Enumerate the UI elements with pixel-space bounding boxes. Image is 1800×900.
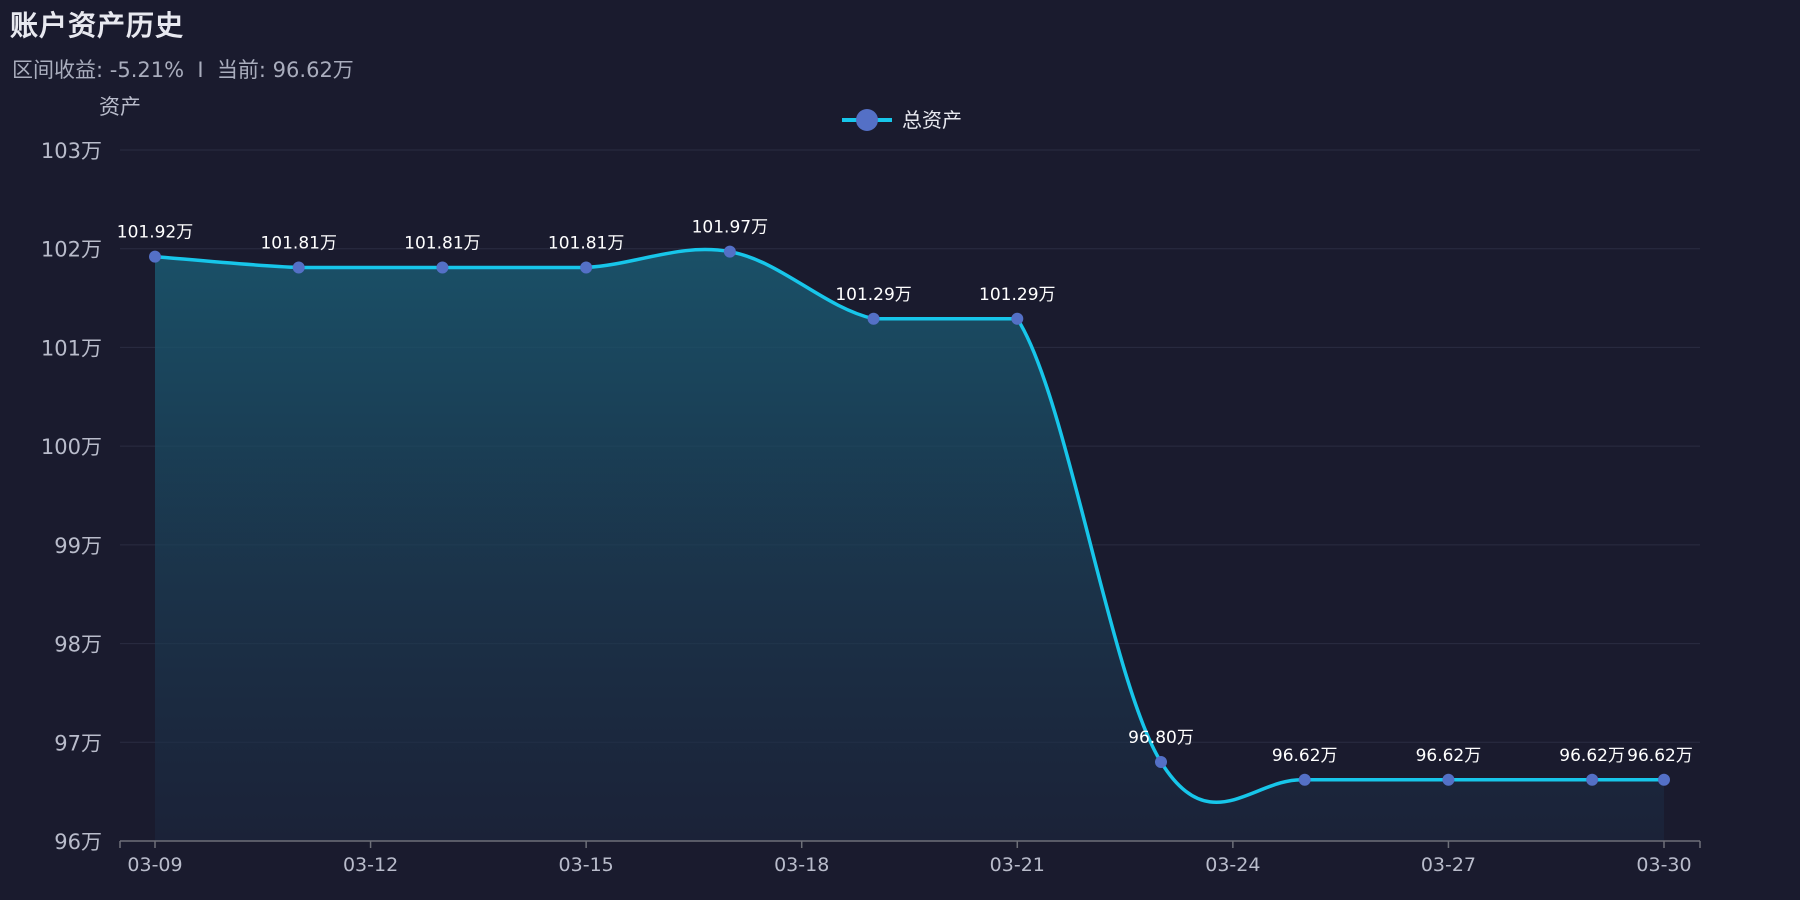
data-points	[149, 245, 1670, 786]
data-point[interactable]	[436, 261, 449, 274]
y-axis-label: 资产	[99, 95, 141, 119]
data-point[interactable]	[1658, 773, 1670, 786]
data-label: 101.92万	[117, 223, 193, 243]
legend[interactable]: 总资产	[842, 108, 962, 132]
series-area	[155, 249, 1664, 841]
x-tick-label: 03-18	[774, 854, 829, 876]
data-point[interactable]	[723, 245, 736, 258]
data-point[interactable]	[1298, 773, 1311, 786]
page-title: 账户资产历史	[10, 9, 185, 42]
data-label: 101.81万	[548, 233, 624, 253]
x-tick-label: 03-15	[559, 854, 614, 876]
y-tick-label: 97万	[54, 731, 102, 755]
data-point[interactable]	[1586, 773, 1599, 786]
x-tick-label: 03-21	[990, 854, 1045, 876]
area-fill	[155, 249, 1664, 841]
x-tick-label: 03-27	[1421, 854, 1476, 876]
page-subtitle: 区间收益: -5.21% I 当前: 96.62万	[12, 58, 354, 82]
data-point[interactable]	[1442, 773, 1455, 786]
legend-marker-icon	[856, 109, 878, 131]
data-label: 96.62万	[1559, 746, 1625, 766]
data-point[interactable]	[149, 250, 161, 263]
x-tick-label: 03-24	[1205, 854, 1260, 876]
y-tick-label: 101万	[41, 336, 102, 360]
data-labels: 101.92万 101.81万 101.81万 101.81万 101.97万 101.2…	[117, 218, 1693, 766]
x-tick-label: 03-30	[1636, 854, 1691, 876]
data-label: 101.29万	[835, 285, 911, 305]
x-tick-label: 03-12	[343, 854, 398, 876]
data-point[interactable]	[1011, 312, 1024, 325]
data-label: 101.29万	[979, 285, 1055, 305]
y-tick-label: 100万	[41, 435, 102, 459]
data-label: 96.62万	[1416, 746, 1482, 766]
data-point[interactable]	[1155, 756, 1167, 769]
data-point[interactable]	[292, 261, 305, 274]
x-tick-label: 03-09	[127, 854, 182, 876]
legend-label[interactable]: 总资产	[902, 108, 962, 132]
y-tick-label: 96万	[54, 830, 102, 854]
y-tick-label: 103万	[41, 139, 102, 163]
data-label: 101.81万	[404, 233, 480, 253]
data-label: 101.97万	[692, 218, 768, 238]
data-point[interactable]	[580, 261, 593, 274]
y-tick-label: 99万	[54, 534, 102, 558]
data-label: 96.62万	[1272, 746, 1338, 766]
axes: 96万 97万 98万 99万 100万 101万 102万 103万 资产 03-09 03-12…	[41, 95, 1701, 876]
data-label: 101.81万	[260, 233, 336, 253]
y-tick-label: 98万	[54, 633, 102, 657]
data-label: 96.80万	[1128, 728, 1194, 748]
data-label: 96.62万	[1627, 746, 1693, 766]
y-tick-label: 102万	[41, 238, 102, 262]
data-point[interactable]	[867, 312, 880, 325]
